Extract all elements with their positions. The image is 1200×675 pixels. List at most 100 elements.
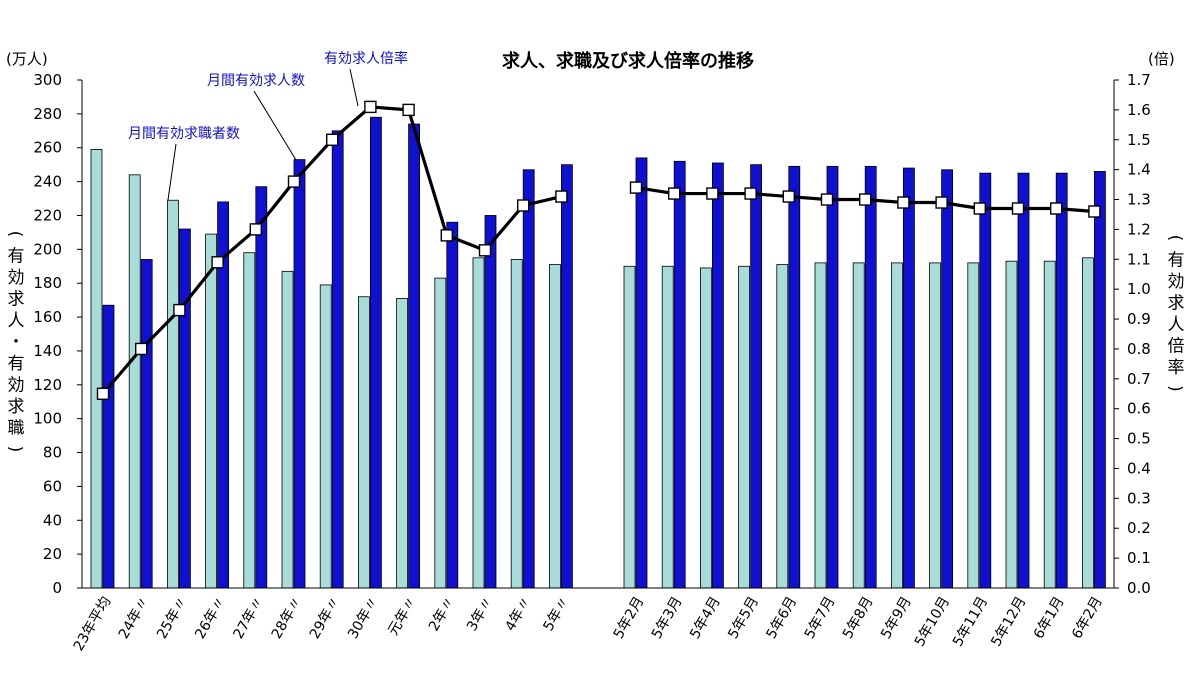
category-label: 元年〃 [385, 594, 420, 638]
ratio-point [478, 244, 492, 257]
right-tick-label: 1.0 [1127, 280, 1151, 298]
category-label: 5年8月 [840, 594, 877, 642]
left-tick-label: 200 [33, 240, 62, 258]
ratio-point [517, 199, 530, 212]
seekers-bar [1043, 260, 1056, 589]
category-label: 2年〃 [426, 594, 458, 634]
left-axis-label-char: 効 [8, 268, 25, 288]
left-tick-label: 260 [33, 139, 62, 157]
ratio-point [211, 256, 224, 269]
right-tick-label: 0.3 [1127, 489, 1151, 507]
left-tick-label: 20 [43, 545, 62, 563]
category-label: 5年3月 [649, 594, 686, 642]
openings-bar [673, 160, 686, 589]
left-tick-label: 180 [33, 274, 62, 292]
category-label: 28年〃 [269, 594, 306, 642]
category-label: 24年〃 [116, 594, 153, 642]
category-label: 5年12月 [988, 594, 1029, 649]
seekers-bar [661, 265, 674, 589]
openings-callout: 月間有効求人数 [207, 73, 305, 89]
left-axis-label-char: ・ [8, 333, 25, 353]
category-label: 5年5月 [725, 594, 762, 642]
category-label: 5年〃 [541, 594, 573, 634]
right-tick-label: 1.4 [1127, 161, 1151, 179]
category-label: 3年〃 [464, 594, 496, 634]
category-label: 6年2月 [1069, 594, 1106, 642]
right-axis-label-char: ( [1165, 235, 1185, 242]
ratio-point [973, 202, 986, 215]
ratio-point [326, 133, 339, 146]
category-label: 5年7月 [802, 594, 839, 642]
right-tick-label: 1.7 [1127, 71, 1151, 89]
ratio-point [820, 193, 834, 206]
seekers-bar [1082, 257, 1094, 589]
seekers-bar [700, 267, 712, 589]
ratio-point [173, 303, 186, 317]
seekers-bar [891, 262, 903, 589]
ratio-callout: 有効求人倍率 [324, 50, 408, 67]
ratio-point [1049, 202, 1063, 215]
openings-bar [979, 172, 992, 589]
right-axis-label-char: ) [1165, 385, 1185, 392]
seekers-bar [205, 233, 218, 589]
right-tick-label: 0.8 [1127, 340, 1151, 358]
openings-bar [484, 215, 497, 589]
ratio-point [249, 223, 263, 236]
left-axis-label-char: 人 [8, 311, 25, 331]
category-label: 5年6月 [763, 594, 800, 642]
right-tick-label: 0.1 [1127, 549, 1151, 567]
openings-bar [561, 164, 573, 589]
category-label: 5年10月 [912, 594, 953, 649]
seekers-bar [281, 270, 294, 589]
openings-bar [522, 169, 535, 589]
openings-bar [408, 123, 421, 589]
left-axis-ticks: 0 20 40 60 80 100 120 140 160 180 200 220 240 260 280 3… [33, 71, 82, 597]
right-tick-label: 1.3 [1127, 191, 1151, 209]
openings-bar [635, 157, 648, 589]
seekers-bar [472, 257, 485, 589]
seekers-bar [434, 277, 447, 589]
seekers-bar [319, 284, 332, 589]
left-tick-label: 0 [52, 579, 62, 597]
openings-bar [941, 169, 953, 589]
bar-series [90, 116, 1106, 589]
axes [81, 80, 1115, 589]
category-label: 5年4月 [687, 594, 724, 642]
ratio-point [897, 196, 910, 209]
category-label: 6年1月 [1031, 594, 1068, 642]
right-axis-label-char: 有 [1168, 251, 1185, 271]
category-label: 5年9月 [878, 594, 915, 642]
seekers-bar [1005, 260, 1018, 589]
ratio-point [440, 229, 453, 242]
left-axis-label-char: 求 [8, 290, 25, 310]
left-axis-label-char: 職 [8, 419, 25, 439]
openings-bar [331, 130, 344, 589]
left-tick-label: 100 [33, 410, 62, 428]
seekers-bar [623, 265, 636, 589]
openings-bar [178, 228, 191, 589]
right-axis-label-char: 率 [1168, 358, 1185, 378]
openings-bar [750, 164, 762, 589]
left-tick-label: 300 [33, 71, 62, 89]
right-axis-label-char: 人 [1168, 315, 1185, 335]
left-axis-label: (有効求人・有効求職) [5, 231, 25, 453]
seekers-bar [396, 298, 409, 589]
right-axis-unit: (倍) [1148, 50, 1175, 68]
chart-title: 求人、求職及び求人倍率の推移 [502, 50, 754, 72]
left-axis-label-char: 有 [8, 354, 25, 374]
openings-bar [369, 116, 382, 589]
seekers-bar [243, 252, 256, 589]
right-axis-label: (有効求人倍率) [1165, 235, 1185, 392]
openings-bar [712, 162, 724, 589]
category-label: 4年〃 [502, 594, 534, 634]
seekers-bar [814, 262, 827, 589]
left-axis-label-char: ) [5, 446, 25, 453]
ratio-point [134, 342, 148, 356]
seekers-bar [738, 265, 750, 589]
right-tick-label: 1.6 [1127, 101, 1151, 119]
seekers-callout: 月間有効求職者数 [128, 126, 240, 142]
openings-bar [255, 186, 268, 589]
openings-bar [788, 165, 801, 589]
right-axis-label-char: 求 [1168, 294, 1185, 314]
